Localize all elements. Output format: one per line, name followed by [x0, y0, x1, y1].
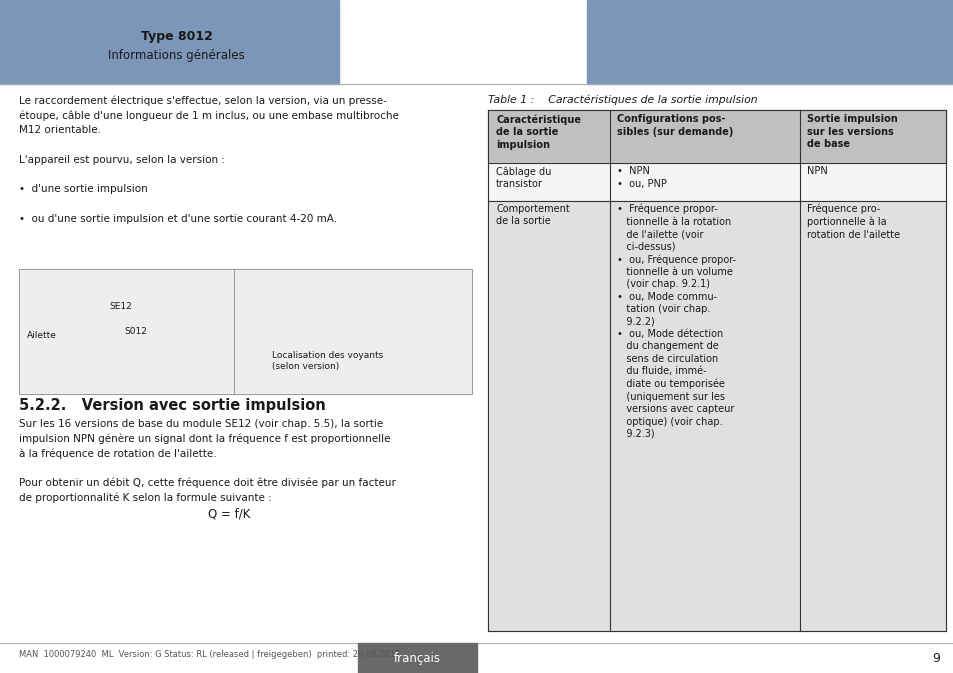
- Text: Ailette: Ailette: [27, 330, 56, 340]
- Text: MAN  1000079240  ML  Version: G Status: RL (released | freigegeben)  printed: 29: MAN 1000079240 ML Version: G Status: RL …: [19, 650, 400, 659]
- Text: 5.2.2.   Version avec sortie impulsion: 5.2.2. Version avec sortie impulsion: [19, 398, 326, 413]
- Bar: [19, 269, 472, 394]
- Text: Informations générales: Informations générales: [108, 48, 245, 62]
- Text: L'appareil est pourvu, selon la version :: L'appareil est pourvu, selon la version …: [19, 155, 225, 165]
- Text: NPN: NPN: [806, 166, 827, 176]
- Text: Pour obtenir un débit Q, cette fréquence doit être divisée par un facteur: Pour obtenir un débit Q, cette fréquence…: [19, 478, 395, 489]
- Bar: [488, 163, 945, 201]
- Text: Sortie impulsion
sur les versions
de base: Sortie impulsion sur les versions de bas…: [806, 114, 898, 149]
- Text: de proportionnalité K selon la formule suivante :: de proportionnalité K selon la formule s…: [19, 493, 272, 503]
- Text: SE12: SE12: [110, 302, 132, 311]
- Text: •  NPN
•  ou, PNP: • NPN • ou, PNP: [617, 166, 666, 188]
- Text: FLUID CONTROL SYSTEMS: FLUID CONTROL SYSTEMS: [715, 54, 820, 59]
- Text: étoupe, câble d'une longueur de 1 m inclus, ou une embase multibroche: étoupe, câble d'une longueur de 1 m incl…: [19, 110, 398, 121]
- Text: Caractéristique
de la sortie
impulsion: Caractéristique de la sortie impulsion: [496, 114, 580, 149]
- Text: Localisation des voyants
(selon version): Localisation des voyants (selon version): [272, 351, 383, 371]
- Text: Configurations pos-
sibles (sur demande): Configurations pos- sibles (sur demande): [617, 114, 733, 137]
- Text: •  Fréquence propor-
   tionnelle à la rotation
   de l'ailette (voir
   ci-dess: • Fréquence propor- tionnelle à la rotat…: [617, 204, 736, 439]
- Bar: [488, 110, 945, 163]
- Text: à la fréquence de rotation de l'ailette.: à la fréquence de rotation de l'ailette.: [19, 448, 216, 459]
- Text: Q = f/K: Q = f/K: [208, 507, 250, 520]
- Text: S012: S012: [124, 326, 147, 336]
- Text: 9: 9: [931, 651, 939, 665]
- Text: •  d'une sortie impulsion: • d'une sortie impulsion: [19, 184, 148, 194]
- Text: Le raccordement électrique s'effectue, selon la version, via un presse-: Le raccordement électrique s'effectue, s…: [19, 96, 387, 106]
- Text: Fréquence pro-
portionnelle à la
rotation de l'ailette: Fréquence pro- portionnelle à la rotatio…: [806, 204, 900, 240]
- Text: •  ou d'une sortie impulsion et d'une sortie courant 4-20 mA.: • ou d'une sortie impulsion et d'une sor…: [19, 214, 336, 224]
- Text: impulsion NPN génère un signal dont la fréquence f est proportionnelle: impulsion NPN génère un signal dont la f…: [19, 433, 390, 444]
- Text: Table 1 :    Caractéristiques de la sortie impulsion: Table 1 : Caractéristiques de la sortie …: [488, 94, 758, 105]
- Bar: [19, 269, 472, 394]
- Text: Sur les 16 versions de base du module SE12 (voir chap. 5.5), la sortie: Sur les 16 versions de base du module SE…: [19, 419, 383, 429]
- Text: Type 8012: Type 8012: [140, 30, 213, 43]
- Bar: [357, 643, 476, 673]
- Text: bürkert: bürkert: [715, 28, 802, 48]
- Text: M12 orientable.: M12 orientable.: [19, 125, 101, 135]
- Bar: [586, 0, 953, 84]
- Text: Comportement
de la sortie: Comportement de la sortie: [496, 204, 569, 226]
- Bar: [0, 0, 338, 84]
- Bar: [488, 201, 945, 631]
- Text: français: français: [394, 651, 440, 665]
- Text: Câblage du
transistor: Câblage du transistor: [496, 166, 551, 189]
